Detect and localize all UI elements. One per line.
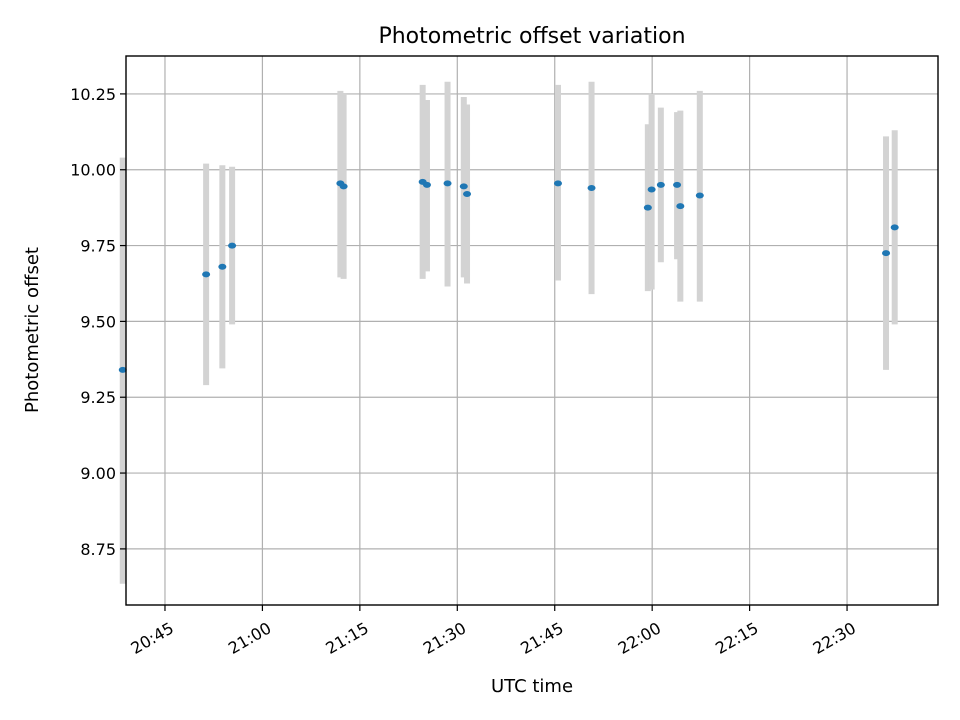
data-point: [890, 224, 899, 231]
data-point: [228, 242, 237, 249]
data-point: [459, 183, 468, 190]
y-axis-ticks: 8.75 9.00 9.25 9.50 9.75 10.00 10.25: [70, 85, 126, 559]
data-point: [676, 203, 685, 210]
data-point: [339, 183, 348, 190]
data-point: [443, 180, 452, 187]
y-tick-label: 9.25: [80, 388, 116, 407]
data-point: [422, 181, 431, 188]
data-point: [695, 192, 704, 199]
y-tick-label: 10.25: [70, 85, 116, 104]
data-points: [118, 178, 899, 373]
y-tick-label: 10.00: [70, 161, 116, 180]
data-point: [553, 180, 562, 187]
y-tick-label: 9.75: [80, 237, 116, 256]
plot-frame: [125, 55, 939, 606]
data-point: [218, 263, 227, 270]
y-tick-label: 8.75: [80, 540, 116, 559]
data-point: [643, 204, 652, 211]
data-point: [656, 181, 665, 188]
data-point: [647, 186, 656, 193]
data-point: [882, 250, 891, 257]
x-axis-label: UTC time: [491, 676, 573, 697]
data-point: [118, 366, 127, 373]
y-axis-label: Photometric offset: [22, 247, 43, 413]
chart-title: Photometric offset variation: [378, 24, 685, 49]
data-point: [202, 271, 211, 278]
data-point: [587, 184, 596, 191]
data-point: [463, 191, 472, 198]
data-point: [673, 181, 682, 188]
y-tick-label: 9.00: [80, 464, 116, 483]
y-tick-label: 9.50: [80, 312, 116, 331]
